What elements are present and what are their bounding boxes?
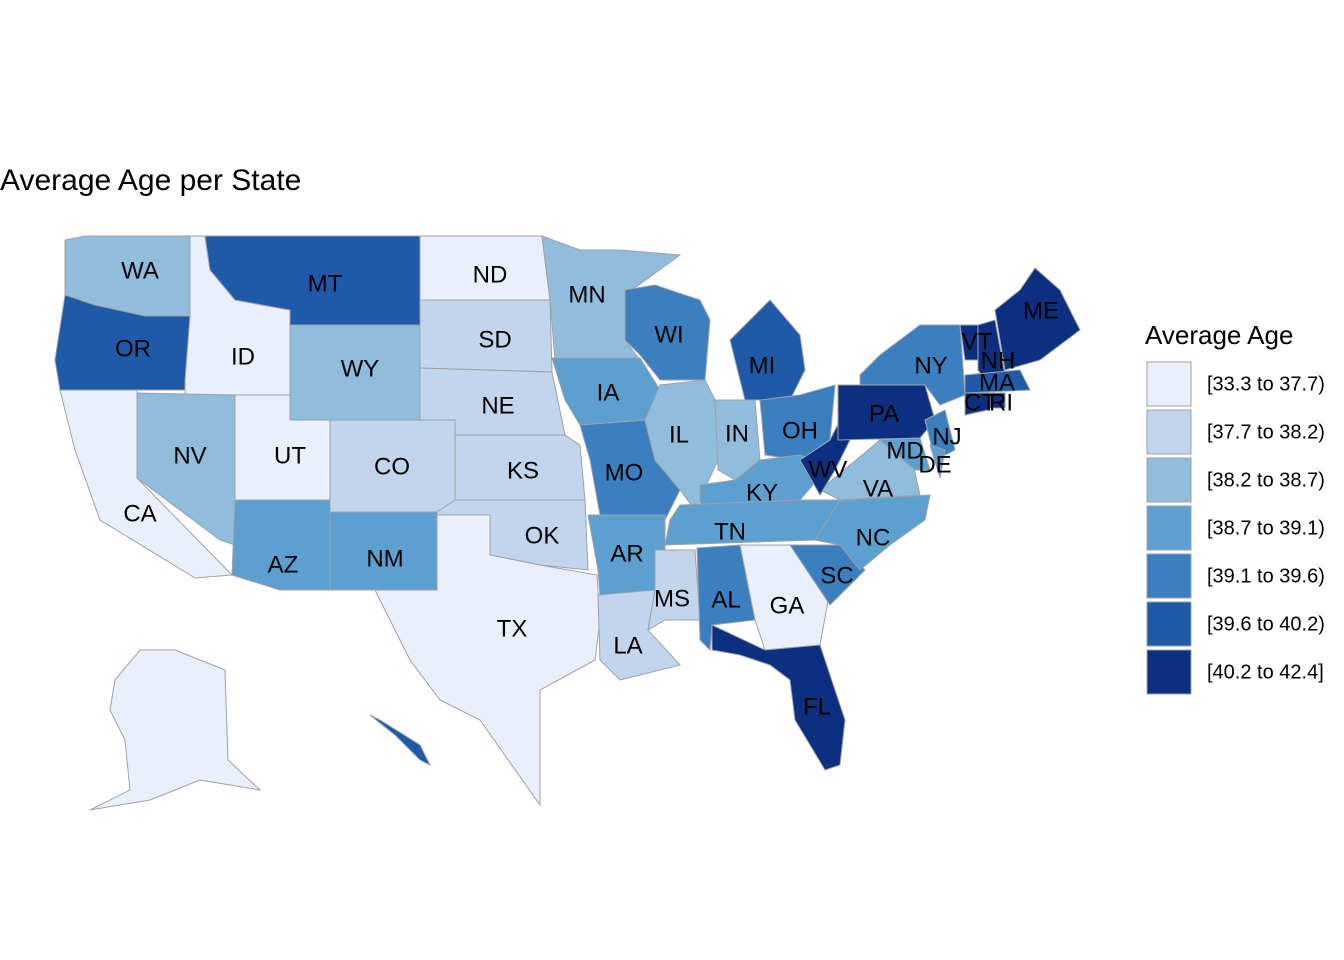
state-label: CA bbox=[123, 500, 156, 527]
state bbox=[136, 392, 236, 546]
legend-label: [38.7 to 39.1) bbox=[1207, 517, 1325, 539]
state bbox=[231, 499, 331, 591]
state-label: ID bbox=[231, 343, 255, 370]
state-label: FL bbox=[803, 693, 831, 720]
state-label: NV bbox=[173, 442, 206, 469]
legend-swatch bbox=[1146, 553, 1192, 599]
legend-label: [37.7 to 38.2) bbox=[1207, 421, 1325, 443]
legend-swatch bbox=[1146, 601, 1192, 647]
state-label: MA bbox=[979, 369, 1015, 396]
state-label: SC bbox=[820, 562, 853, 589]
state-label: TX bbox=[497, 615, 528, 642]
state bbox=[89, 649, 262, 811]
state-label: MD bbox=[886, 437, 923, 464]
legend-label: [39.1 to 39.6) bbox=[1207, 565, 1325, 587]
state bbox=[711, 624, 846, 771]
state bbox=[964, 392, 991, 416]
state-label: NE bbox=[481, 392, 514, 419]
legend-swatch bbox=[1146, 409, 1192, 455]
state bbox=[369, 714, 432, 767]
state-label: AL bbox=[711, 586, 740, 613]
legend-swatch bbox=[1146, 361, 1192, 407]
state-label: IL bbox=[669, 421, 689, 448]
state-label: IA bbox=[597, 379, 620, 406]
map-title: Average Age per State bbox=[0, 164, 301, 197]
state bbox=[929, 444, 946, 479]
state-label: NM bbox=[366, 545, 403, 572]
state-label: WY bbox=[341, 355, 380, 382]
state-label: UT bbox=[274, 442, 306, 469]
state-label: SD bbox=[478, 326, 511, 353]
legend-swatch bbox=[1146, 505, 1192, 551]
state-label: OH bbox=[782, 417, 818, 444]
state-label: GA bbox=[770, 592, 805, 619]
legend-title: Average Age bbox=[1145, 320, 1293, 350]
state-label: AZ bbox=[268, 551, 299, 578]
state bbox=[964, 369, 1031, 394]
state-label: PA bbox=[869, 400, 899, 427]
legend-label: [33.3 to 37.7) bbox=[1207, 373, 1325, 395]
state-label: NH bbox=[981, 347, 1016, 374]
state-label: MO bbox=[605, 459, 644, 486]
state-label: ND bbox=[473, 261, 508, 288]
legend-label: [39.6 to 40.2) bbox=[1207, 613, 1325, 635]
state-label: VT bbox=[962, 328, 993, 355]
legend: [33.3 to 37.7) [37.7 to 38.2) [38.2 to 38.… bbox=[1146, 361, 1325, 695]
state-label: NY bbox=[914, 352, 947, 379]
state bbox=[989, 392, 1006, 409]
state bbox=[789, 544, 866, 606]
state bbox=[664, 499, 841, 546]
state bbox=[729, 299, 806, 401]
state-label: NJ bbox=[932, 423, 961, 450]
state bbox=[647, 549, 701, 631]
state-label: MT bbox=[308, 270, 343, 297]
state-label: VA bbox=[863, 475, 893, 502]
state-label: WA bbox=[121, 257, 159, 284]
state-labels: WA OR CA ID MT ND SD WY NE NV UT CO KS AZ NM OK TX MN IA MO… bbox=[115, 257, 1059, 720]
state bbox=[374, 514, 601, 807]
state-label: TN bbox=[714, 518, 746, 545]
legend-swatch bbox=[1146, 457, 1192, 503]
state-label: CT bbox=[964, 389, 996, 416]
state bbox=[878, 437, 931, 471]
legend-swatch bbox=[1146, 649, 1192, 695]
state-label: MS bbox=[654, 585, 690, 612]
state-label: ME bbox=[1023, 297, 1059, 324]
states bbox=[54, 235, 1081, 811]
state bbox=[454, 434, 586, 501]
state-label: KY bbox=[746, 479, 778, 506]
state-label: MI bbox=[749, 352, 776, 379]
state-label: NC bbox=[856, 524, 891, 551]
legend-label: [40.2 to 42.4] bbox=[1207, 661, 1324, 683]
legend-label: [38.2 to 38.7) bbox=[1207, 469, 1325, 491]
state-label: IN bbox=[725, 420, 749, 447]
state-label: KS bbox=[507, 457, 539, 484]
state-label: WI bbox=[654, 321, 683, 348]
state-label: LA bbox=[613, 632, 642, 659]
state-label: DE bbox=[918, 451, 951, 478]
state bbox=[994, 267, 1081, 371]
state-label: OK bbox=[525, 522, 560, 549]
state-label: CO bbox=[374, 453, 410, 480]
state-label: MN bbox=[568, 281, 605, 308]
state-label: WV bbox=[809, 456, 848, 483]
state-label: OR bbox=[115, 335, 151, 362]
state-label: AR bbox=[610, 540, 643, 567]
state-label: RI bbox=[989, 389, 1013, 416]
